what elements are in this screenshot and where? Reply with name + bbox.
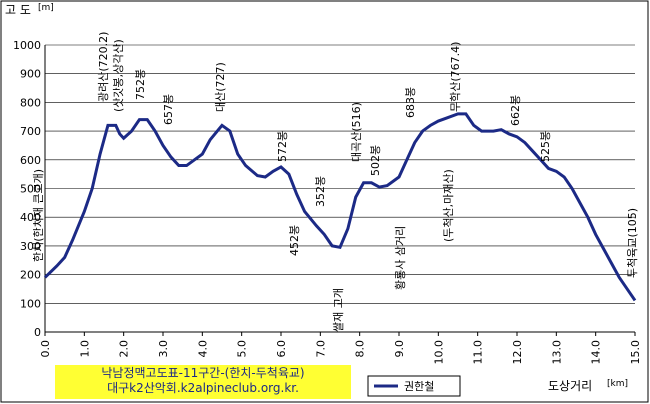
annotation: 대곡산(516) [350, 102, 363, 162]
elevation-line [43, 112, 637, 302]
annotation: 두척육교(105) [626, 208, 639, 278]
x-tick-label: 11.0 [472, 340, 485, 365]
annotation: 752봉 [134, 69, 147, 100]
legend-box [367, 375, 461, 397]
y-tick-label: 200 [20, 269, 41, 282]
annotation: 황룡사 삼거리 [394, 226, 407, 290]
x-tick-label: 14.0 [590, 340, 603, 365]
legend-label: 권한철 [404, 380, 434, 393]
y-tick-label: 300 [20, 240, 41, 253]
annotation: 502봉 [369, 145, 382, 176]
y-tick-label: 400 [20, 211, 41, 224]
x-tick-label: 10.0 [432, 340, 445, 365]
annotation: 무학산(767.4) [449, 42, 462, 112]
x-tick-label: 2.0 [118, 340, 131, 358]
annotation: 657봉 [162, 94, 175, 125]
x-tick-label: 6.0 [275, 340, 288, 358]
title-box [55, 365, 351, 399]
y-tick-label: 900 [20, 68, 41, 81]
annotation: 352봉 [314, 176, 327, 207]
annotation: 쌀재 고개 [332, 288, 345, 332]
x-tick-label: 15.0 [629, 340, 642, 365]
x-axis-unit: [km] [607, 379, 628, 389]
x-tick-label: 7.0 [314, 340, 327, 358]
annotation: 525봉 [539, 131, 552, 162]
x-axis-label: 도상거리 [548, 379, 592, 393]
x-tick-label: 3.0 [157, 340, 170, 358]
annotation: (두척산,마재산) [442, 169, 455, 242]
y-tick-label: 700 [20, 125, 41, 138]
y-tick-label: 500 [20, 183, 41, 196]
annotation: 572봉 [276, 131, 289, 162]
annotation: 662봉 [509, 95, 522, 126]
x-tick-label: 8.0 [354, 340, 367, 358]
y-tick-label: 100 [20, 297, 41, 310]
y-tick-label: 0 [34, 326, 41, 339]
y-axis-unit: [m] [38, 3, 54, 13]
y-tick-label: 1000 [13, 39, 41, 52]
x-tick-label: 9.0 [393, 340, 406, 358]
title: 낙남정맥고도표-11구간-(한치-두척육교) [101, 366, 304, 380]
x-tick-label: 5.0 [236, 340, 249, 358]
x-tick-label: 12.0 [511, 340, 524, 365]
y-axis-label: 고 도 [5, 3, 31, 17]
annotation: 452봉 [288, 225, 301, 256]
annotation: (삿갓봉,상각산) [112, 39, 125, 112]
x-tick-label: 13.0 [550, 340, 563, 365]
y-tick-label: 600 [20, 154, 41, 167]
annotation: 한치(한치재 큰고개) [32, 169, 45, 262]
x-tick-label: 1.0 [78, 340, 91, 358]
annotation: 대산(727) [214, 62, 227, 112]
y-tick-label: 800 [20, 96, 41, 109]
annotation: 683봉 [404, 87, 417, 118]
x-tick-label: 4.0 [196, 340, 209, 358]
x-tick-label: 0.0 [39, 340, 52, 358]
title: 대구k2산악회.k2alpineclub.org.kr. [107, 381, 299, 395]
annotation: 광려산(720.2) [97, 32, 110, 102]
